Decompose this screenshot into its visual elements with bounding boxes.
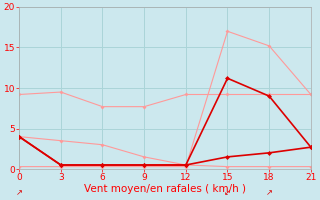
Text: ↗: ↗ xyxy=(16,188,23,197)
X-axis label: Vent moyen/en rafales ( km/h ): Vent moyen/en rafales ( km/h ) xyxy=(84,184,246,194)
Text: ↙: ↙ xyxy=(224,188,231,197)
Text: ↗: ↗ xyxy=(266,188,273,197)
